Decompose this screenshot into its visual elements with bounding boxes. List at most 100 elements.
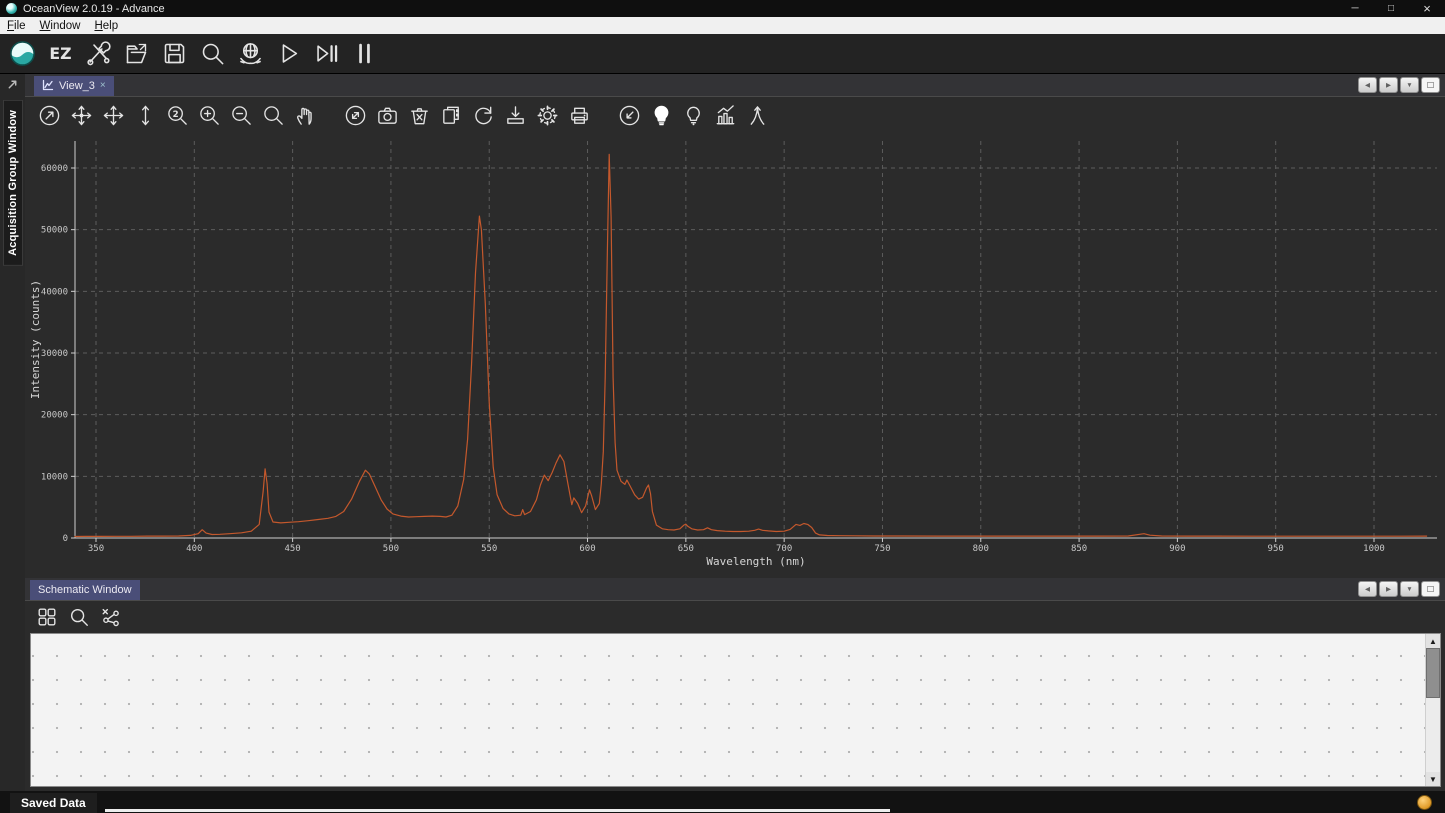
ez-mode-button[interactable]: EZ — [47, 40, 74, 67]
autoscale-button[interactable] — [618, 104, 641, 127]
scroll-right-button[interactable]: ▶ — [1379, 77, 1398, 93]
vertical-fit-button[interactable] — [134, 104, 157, 127]
svg-text:800: 800 — [973, 544, 989, 554]
svg-text:350: 350 — [88, 544, 104, 554]
tile-view-button[interactable] — [36, 606, 58, 628]
delete-spectrum-button[interactable] — [408, 104, 431, 127]
lamp-on-button[interactable] — [650, 104, 673, 127]
spectroscopy-application-wizard-button[interactable] — [237, 40, 264, 67]
save-icon — [164, 43, 185, 64]
print-button[interactable] — [568, 104, 591, 127]
zoom-in-button[interactable] — [198, 104, 221, 127]
pan-icon — [71, 105, 92, 125]
chart-toolbar: 2 — [25, 97, 1445, 133]
tab-list-button[interactable]: ▼ — [1400, 581, 1419, 597]
combine-spectra-button[interactable] — [746, 104, 769, 127]
lamp-off-button[interactable] — [682, 104, 705, 127]
maximize-window-button[interactable]: □ — [1421, 581, 1440, 597]
tab-schematic-window[interactable]: Schematic Window — [30, 580, 140, 600]
zoom-schematic-button[interactable] — [68, 606, 90, 628]
scroll-left-button[interactable]: ◀ — [1358, 77, 1377, 93]
tab-close-icon[interactable]: × — [99, 80, 106, 91]
lamp-off-icon — [687, 106, 700, 125]
export-data-icon — [507, 105, 524, 124]
schematic-toolbar — [25, 601, 1445, 633]
maximize-button[interactable]: □ — [1387, 3, 1395, 14]
export-data-button[interactable] — [504, 104, 527, 127]
tools-button[interactable] — [85, 40, 112, 67]
pause-button[interactable] — [351, 40, 378, 67]
tile-view-icon — [38, 608, 56, 626]
oceanview-logo-button[interactable] — [9, 40, 36, 67]
svg-text:EZ: EZ — [49, 44, 71, 63]
chart-toolbar-group: 2 — [38, 104, 317, 127]
svg-text:500: 500 — [383, 544, 399, 554]
close-button[interactable]: × — [1423, 1, 1431, 16]
new-chart-icon — [716, 104, 735, 124]
fit-graph-button[interactable] — [344, 104, 367, 127]
node-connections-icon — [102, 608, 119, 627]
sidebar-item-acquisition-group-window[interactable]: Acquisition Group Window — [2, 100, 23, 266]
pan-button[interactable] — [70, 104, 93, 127]
reset-icon — [475, 106, 492, 124]
zoom-region-button[interactable]: 2 — [166, 104, 189, 127]
svg-text:10000: 10000 — [41, 472, 68, 482]
oceanview-logo-icon — [10, 41, 35, 66]
zoom-out-button[interactable] — [230, 104, 253, 127]
zoom-cursor-button[interactable] — [262, 104, 285, 127]
chart-icon — [42, 79, 54, 94]
play-pause-icon — [317, 45, 338, 62]
tools-icon — [87, 41, 111, 66]
progress-bar — [105, 808, 890, 812]
copy-data-button[interactable] — [440, 104, 463, 127]
svg-text:750: 750 — [874, 544, 890, 554]
save-button[interactable] — [161, 40, 188, 67]
zoom-out-icon — [232, 105, 251, 125]
svg-text:30000: 30000 — [41, 349, 68, 359]
main-column: View_3 × ◀ ▶ ▼ □ 2 350 400 450 500 550 600 650 700… — [25, 74, 1445, 791]
scroll-down-button[interactable]: ▼ — [1426, 772, 1440, 786]
scale-to-fill-icon — [39, 105, 60, 125]
scroll-right-button[interactable]: ▶ — [1379, 581, 1398, 597]
schematic-canvas[interactable]: ▲ ▼ — [30, 633, 1441, 787]
minimized-window-strip: Acquisition Group Window — [0, 74, 25, 791]
search-button[interactable] — [199, 40, 226, 67]
spectrum-plot: 350 400 450 500 550 600 650 700 750 800 850 900 950 1… — [29, 141, 1437, 568]
menu-bar: File Window Help — [0, 17, 1445, 34]
open-file-button[interactable] — [123, 40, 150, 67]
saved-data-tab[interactable]: Saved Data — [10, 792, 97, 813]
minimize-button[interactable]: ─ — [1351, 3, 1359, 14]
svg-text:50000: 50000 — [41, 226, 68, 236]
svg-text:850: 850 — [1071, 544, 1087, 554]
node-connections-button[interactable] — [100, 606, 122, 628]
zoom-schematic-icon — [70, 608, 88, 626]
scroll-left-button[interactable]: ◀ — [1358, 581, 1377, 597]
play-pause-button[interactable] — [313, 40, 340, 67]
menu-window[interactable]: Window — [39, 19, 81, 32]
grab-button[interactable] — [294, 104, 317, 127]
snapshot-button[interactable] — [376, 104, 399, 127]
vertical-scrollbar: ▲ ▼ — [1425, 634, 1440, 786]
scroll-up-button[interactable]: ▲ — [1426, 634, 1440, 648]
scrollbar-thumb[interactable] — [1426, 648, 1440, 698]
grab-icon — [297, 107, 312, 125]
svg-text:650: 650 — [678, 544, 694, 554]
tab-view-3[interactable]: View_3 × — [34, 76, 114, 96]
spectrum-chart-area[interactable]: 350 400 450 500 550 600 650 700 750 800 850 900 950 1… — [25, 133, 1445, 579]
reset-button[interactable] — [472, 104, 495, 127]
tab-list-button[interactable]: ▼ — [1400, 77, 1419, 93]
new-chart-button[interactable] — [714, 104, 737, 127]
menu-help[interactable]: Help — [94, 19, 119, 32]
configure-graph-button[interactable] — [536, 104, 559, 127]
combine-spectra-icon — [750, 105, 765, 125]
play-button[interactable] — [275, 40, 302, 67]
scale-to-fill-button[interactable] — [38, 104, 61, 127]
svg-text:550: 550 — [481, 544, 497, 554]
status-bar: Saved Data — [0, 791, 1445, 813]
move-graph-icon — [103, 105, 124, 125]
menu-file[interactable]: File — [7, 19, 26, 32]
move-graph-button[interactable] — [102, 104, 125, 127]
svg-text:40000: 40000 — [41, 287, 68, 297]
dock-arrows-icon[interactable] — [7, 77, 18, 95]
maximize-window-button[interactable]: □ — [1421, 77, 1440, 93]
